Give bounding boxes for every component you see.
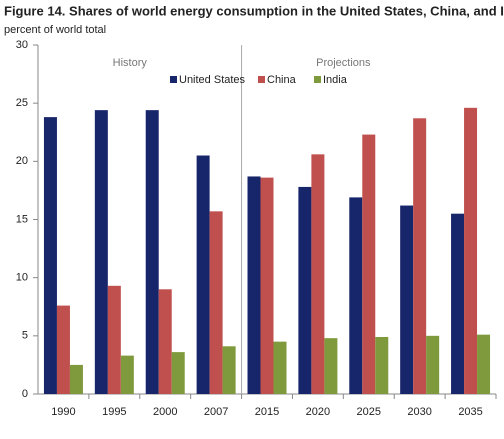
annotation: History bbox=[113, 57, 148, 69]
legend-label: China bbox=[267, 74, 297, 86]
chart-title: Figure 14. Shares of world energy consum… bbox=[4, 3, 504, 18]
bar bbox=[477, 334, 491, 394]
bar bbox=[209, 211, 223, 394]
bar bbox=[298, 186, 312, 394]
bar bbox=[196, 155, 210, 394]
bar bbox=[464, 107, 478, 394]
bar bbox=[362, 134, 376, 394]
y-tick-label: 15 bbox=[16, 213, 28, 225]
y-tick-label: 5 bbox=[22, 330, 28, 342]
legend-label: United States bbox=[179, 74, 246, 86]
legend-swatch bbox=[170, 76, 177, 83]
bar bbox=[451, 213, 465, 394]
bar bbox=[69, 364, 83, 394]
bar bbox=[222, 346, 236, 394]
annotation: Projections bbox=[316, 57, 371, 69]
legend-swatch bbox=[314, 76, 321, 83]
x-tick-label: 2007 bbox=[204, 406, 228, 418]
y-tick-label: 30 bbox=[16, 39, 28, 51]
bar bbox=[260, 177, 274, 394]
bar bbox=[56, 305, 70, 394]
bar bbox=[171, 352, 185, 394]
bar bbox=[273, 341, 287, 394]
y-tick-label: 0 bbox=[22, 388, 28, 400]
bar bbox=[120, 355, 134, 394]
legend-label: India bbox=[323, 74, 348, 86]
x-tick-label: 2035 bbox=[458, 406, 482, 418]
x-tick-label: 1990 bbox=[51, 406, 75, 418]
bar bbox=[145, 110, 159, 394]
y-tick-label: 10 bbox=[16, 272, 28, 284]
legend-swatch bbox=[258, 76, 265, 83]
bar bbox=[94, 110, 108, 394]
bar bbox=[158, 289, 172, 394]
y-tick-label: 20 bbox=[16, 155, 28, 167]
x-tick-label: 2030 bbox=[407, 406, 431, 418]
x-tick-label: 2015 bbox=[255, 406, 279, 418]
bar bbox=[311, 154, 325, 394]
bar bbox=[375, 336, 389, 394]
x-tick-label: 1995 bbox=[102, 406, 126, 418]
bar bbox=[413, 118, 427, 394]
y-tick-label: 25 bbox=[16, 97, 28, 109]
bar bbox=[247, 176, 261, 394]
bar bbox=[400, 205, 414, 394]
bar bbox=[43, 117, 57, 395]
bar bbox=[324, 338, 338, 394]
x-tick-label: 2020 bbox=[306, 406, 330, 418]
x-tick-label: 2000 bbox=[153, 406, 177, 418]
bar bbox=[107, 285, 121, 394]
bar bbox=[426, 335, 440, 394]
bar bbox=[349, 197, 363, 394]
y-axis-label: percent of world total bbox=[4, 24, 106, 36]
x-tick-label: 2025 bbox=[357, 406, 381, 418]
